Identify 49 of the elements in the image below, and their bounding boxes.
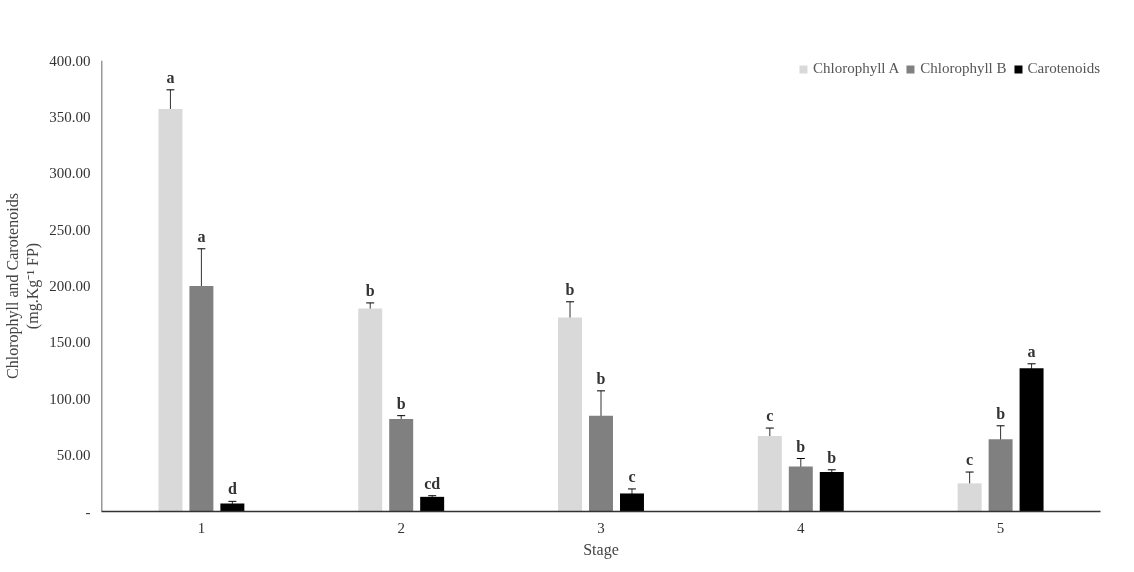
bar xyxy=(589,415,613,512)
annotation: a xyxy=(197,227,206,245)
y-axis-title: Chlorophyll and Carotenoids (mg.Kg⁻¹ FP) xyxy=(3,193,43,379)
bar xyxy=(988,439,1013,512)
annotation: d xyxy=(227,480,237,498)
bar xyxy=(358,308,383,512)
y-tick-label: - xyxy=(85,503,91,520)
x-axis-title: Stage xyxy=(583,540,619,559)
x-tick-label: 3 xyxy=(597,519,605,536)
y-tick-label: 300.00 xyxy=(49,165,91,182)
bar xyxy=(957,483,982,512)
bar xyxy=(819,472,844,512)
y-tick-label: 100.00 xyxy=(49,390,91,407)
legend-label: Chlorophyll A xyxy=(812,60,900,77)
y-tick-label: 150.00 xyxy=(49,334,91,351)
annotation: b xyxy=(796,437,806,455)
bar xyxy=(389,419,414,512)
x-tick-label: 5 xyxy=(996,519,1005,536)
annotation: b xyxy=(827,448,837,466)
x-tick-label: 1 xyxy=(197,519,206,536)
annotation: c xyxy=(628,467,636,485)
annotation: b xyxy=(396,394,406,412)
bar xyxy=(1019,368,1044,512)
bar xyxy=(420,496,445,512)
bar xyxy=(158,108,183,512)
annotation: a xyxy=(166,68,175,86)
annotation: b xyxy=(565,280,575,298)
x-tick-label: 2 xyxy=(397,519,405,536)
y-tick-label: 350.00 xyxy=(49,108,91,125)
annotation: b xyxy=(596,369,606,387)
annotation: b xyxy=(996,404,1006,422)
y-tick-label: 250.00 xyxy=(49,221,91,238)
bar xyxy=(757,435,782,512)
legend-label: Carotenoids xyxy=(1027,60,1100,77)
bar xyxy=(189,286,214,512)
y-tick-label: 200.00 xyxy=(49,278,91,294)
x-tick-label: 4 xyxy=(797,519,806,536)
bar xyxy=(619,493,644,512)
annotation: b xyxy=(365,281,375,299)
bar xyxy=(788,466,813,512)
annotation: c xyxy=(966,451,974,469)
annotation: a xyxy=(1027,342,1036,360)
legend-label: Chlorophyll B xyxy=(920,60,1007,77)
y-tick-label: 50.00 xyxy=(56,447,91,464)
bar xyxy=(220,503,245,512)
annotation: cd xyxy=(424,474,441,492)
bar xyxy=(558,317,583,512)
y-tick-label: 400.00 xyxy=(49,52,91,69)
annotation: c xyxy=(766,407,774,425)
